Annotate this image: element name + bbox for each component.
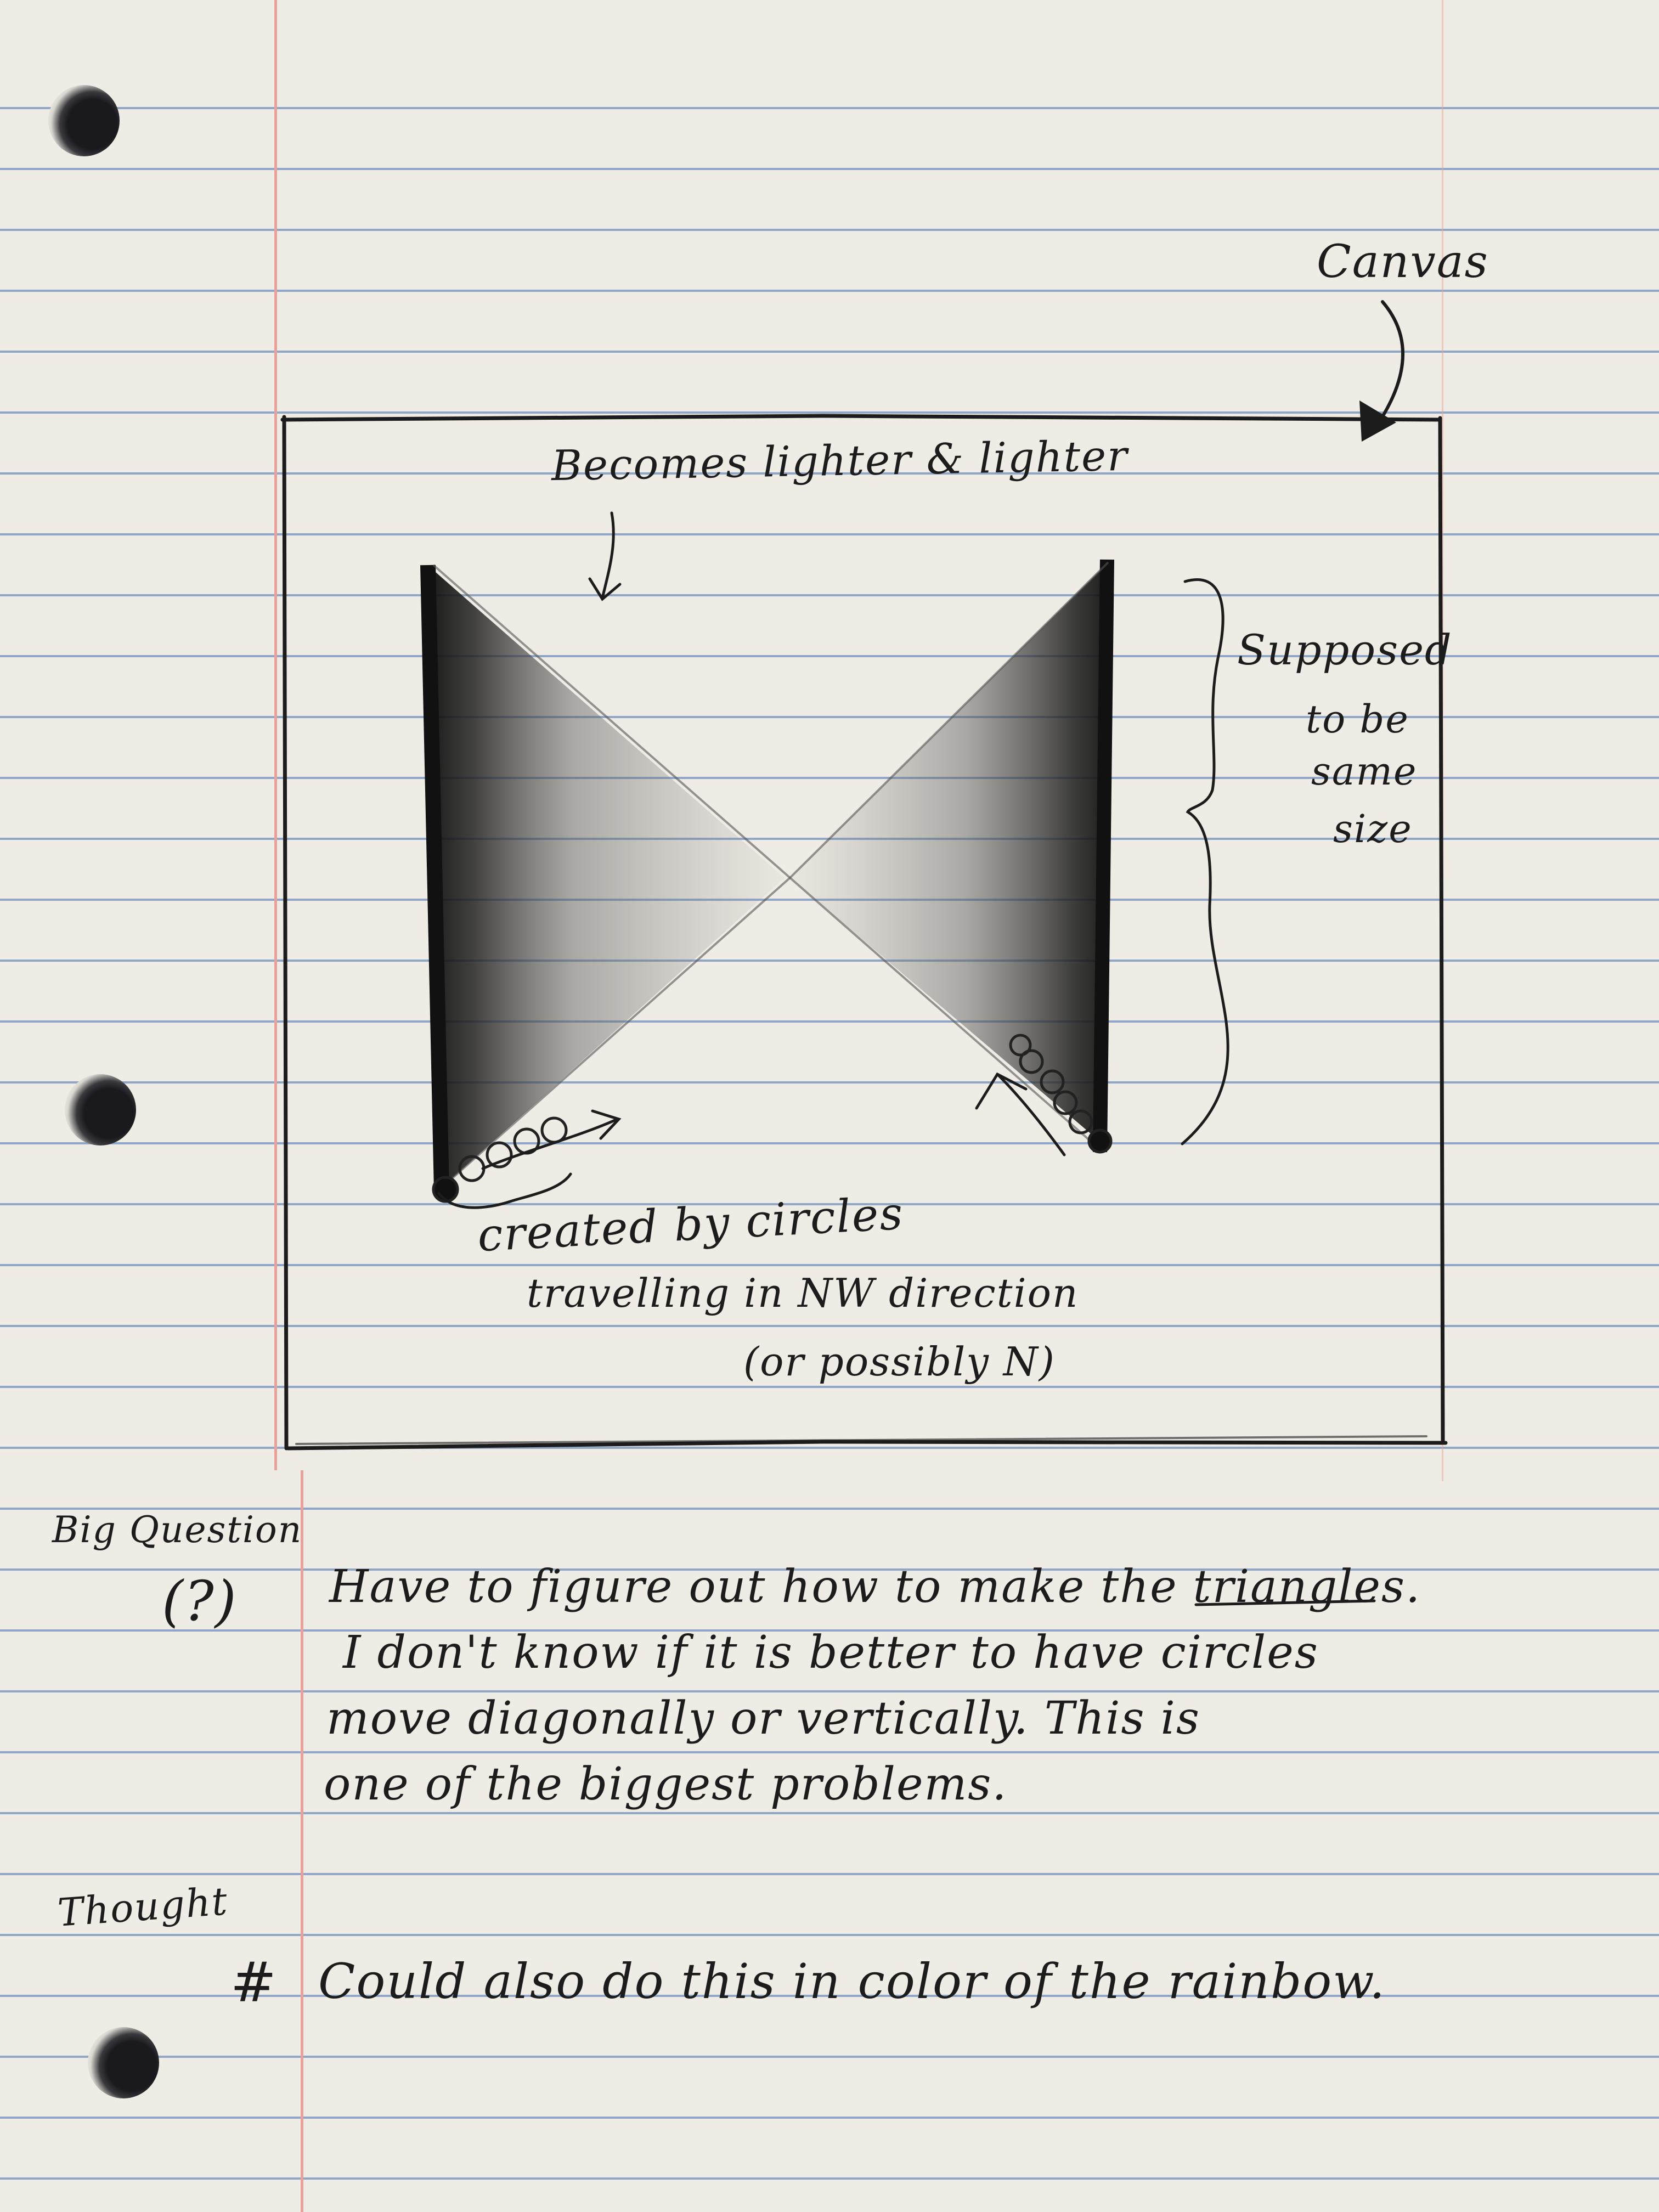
- right-triangle-shape: [789, 559, 1114, 1153]
- big-question-label: Big Question: [52, 1509, 303, 1551]
- canvas-label: Canvas: [1317, 236, 1489, 288]
- canvas-frame: [280, 414, 1448, 1451]
- left-triangle-shape: [420, 564, 791, 1191]
- question-text-line1: Have to figure out how to make the trian…: [329, 1561, 1421, 1613]
- circles-brace: [437, 1172, 572, 1209]
- circles-label-line3: (or possibly N): [743, 1339, 1056, 1385]
- same-size-label-line3: same: [1311, 749, 1418, 794]
- same-size-label-line4: size: [1333, 806, 1413, 851]
- lighter-label: Becomes lighter & lighter: [551, 431, 1129, 490]
- canvas-arrowhead: [1359, 400, 1396, 442]
- punch-hole: [88, 2027, 159, 2098]
- underline: [1194, 1599, 1376, 1606]
- canvas-arrow: [1375, 300, 1404, 427]
- punch-hole: [65, 1074, 136, 1146]
- same-size-label-line1: Supposed: [1237, 625, 1453, 674]
- left-circles-arrow: [481, 1109, 622, 1170]
- question-text-line2: I don't know if it is better to have cir…: [343, 1627, 1319, 1679]
- same-size-label-line2: to be: [1306, 697, 1409, 742]
- right-circles: [1009, 1034, 1113, 1154]
- question-mark: (?): [162, 1569, 238, 1633]
- margin-line: [274, 0, 277, 1470]
- punch-hole: [48, 85, 120, 156]
- lighter-arrow: [588, 511, 622, 601]
- question-text-line3: move diagonally or vertically. This is: [326, 1692, 1200, 1745]
- circles-label-line2: travelling in NW direction: [527, 1270, 1079, 1316]
- right-circles-arrow: [975, 1072, 1066, 1156]
- question-text-line4: one of the biggest problems.: [324, 1758, 1008, 1810]
- thought-bullet: #: [230, 1950, 278, 2015]
- margin-line: [301, 1470, 303, 2212]
- curly-brace: [1181, 578, 1229, 1146]
- thought-text: Could also do this in color of the rainb…: [318, 1953, 1386, 2010]
